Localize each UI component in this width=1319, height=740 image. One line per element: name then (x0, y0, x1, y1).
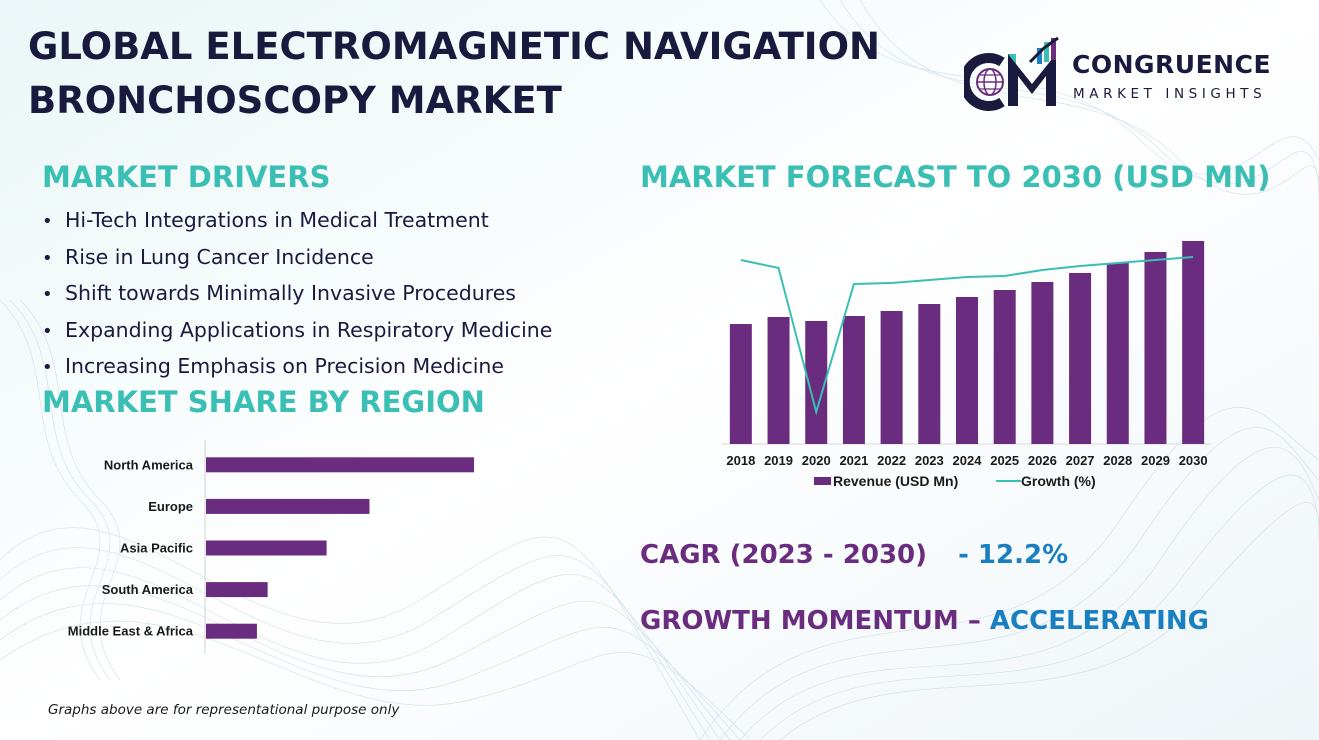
driver-item: Expanding Applications in Respiratory Me… (42, 314, 552, 351)
region-category-label: North America (104, 457, 194, 472)
year-tick-label: 2029 (1141, 453, 1170, 468)
momentum-line: GROWTH MOMENTUM – ACCELERATING (640, 606, 1209, 636)
revenue-bar (880, 311, 903, 444)
year-tick-label: 2020 (802, 453, 831, 468)
driver-item: Shift towards Minimally Invasive Procedu… (42, 277, 552, 314)
drivers-heading: MARKET DRIVERS (42, 160, 331, 194)
region-bar (206, 623, 257, 639)
year-tick-label: 2019 (764, 453, 793, 468)
region-heading: MARKET SHARE BY REGION (42, 385, 485, 419)
region-category-label: Middle East & Africa (68, 624, 194, 639)
page-title-line2: BRONCHOSCOPY MARKET (28, 79, 562, 122)
legend-revenue-swatch (814, 477, 831, 485)
footnote: Graphs above are for representational pu… (48, 702, 400, 718)
drivers-list: Hi-Tech Integrations in Medical Treatmen… (42, 204, 552, 387)
year-tick-label: 2028 (1103, 453, 1132, 468)
legend-growth-label: Growth (%) (1021, 473, 1096, 489)
legend-revenue-label: Revenue (USD Mn) (833, 473, 958, 489)
cagr-line: CAGR (2023 - 2030) - 12.2% (640, 540, 1068, 570)
page-title: GLOBAL ELECTROMAGNETIC NAVIGATION BRONCH… (28, 20, 880, 128)
forecast-heading: MARKET FORECAST TO 2030 (USD MN) (640, 160, 1271, 194)
forecast-combo-chart: 2018 2019 2020 2021 2022 2023 2024 2025 2026 2027… (722, 241, 1212, 489)
revenue-bar (842, 316, 865, 444)
year-tick-label: 2021 (839, 453, 868, 468)
region-category-label: South America (102, 582, 194, 597)
year-tick-label: 2023 (915, 453, 944, 468)
region-bar (206, 457, 474, 473)
revenue-bar (1106, 263, 1129, 444)
company-logo: CONGRUENCE MARKET INSIGHTS (959, 36, 1294, 112)
revenue-bar (1031, 282, 1054, 444)
driver-item: Rise in Lung Cancer Incidence (42, 241, 552, 278)
revenue-bar (1069, 273, 1092, 444)
revenue-bar (993, 290, 1016, 444)
revenue-bar (729, 324, 752, 444)
year-tick-label: 2026 (1028, 453, 1057, 468)
momentum-value: ACCELERATING (989, 606, 1209, 636)
page-title-line1: GLOBAL ELECTROMAGNETIC NAVIGATION (28, 25, 880, 68)
year-tick-label: 2022 (877, 453, 906, 468)
momentum-label: GROWTH MOMENTUM – (640, 606, 981, 636)
driver-item: Hi-Tech Integrations in Medical Treatmen… (42, 204, 552, 241)
year-tick-label: 2025 (990, 453, 1019, 468)
cagr-label: CAGR (2023 - 2030) (640, 540, 928, 570)
revenue-bar (805, 321, 828, 444)
revenue-bar (1144, 252, 1167, 444)
region-bar (206, 540, 327, 556)
year-tick-label: 2018 (726, 453, 755, 468)
region-bar (206, 582, 268, 598)
revenue-bar (1182, 241, 1205, 444)
revenue-bar (918, 304, 941, 444)
region-category-label: Asia Pacific (120, 541, 193, 556)
logo-name: CONGRUENCE (1072, 50, 1272, 79)
revenue-bar (767, 317, 790, 444)
driver-item: Increasing Emphasis on Precision Medicin… (42, 350, 552, 387)
year-tick-label: 2024 (953, 453, 983, 468)
year-tick-label: 2030 (1179, 453, 1208, 468)
year-tick-label: 2027 (1066, 453, 1095, 468)
region-bar (206, 498, 370, 514)
region-bar-chart: North America Europe Asia Pacific South Ame… (68, 440, 474, 654)
region-category-label: Europe (148, 499, 193, 514)
logo-subtitle: MARKET INSIGHTS (1073, 86, 1267, 102)
cagr-value: - 12.2% (958, 540, 1069, 570)
revenue-bar (956, 297, 978, 444)
logo-mark-icon (959, 36, 1059, 111)
